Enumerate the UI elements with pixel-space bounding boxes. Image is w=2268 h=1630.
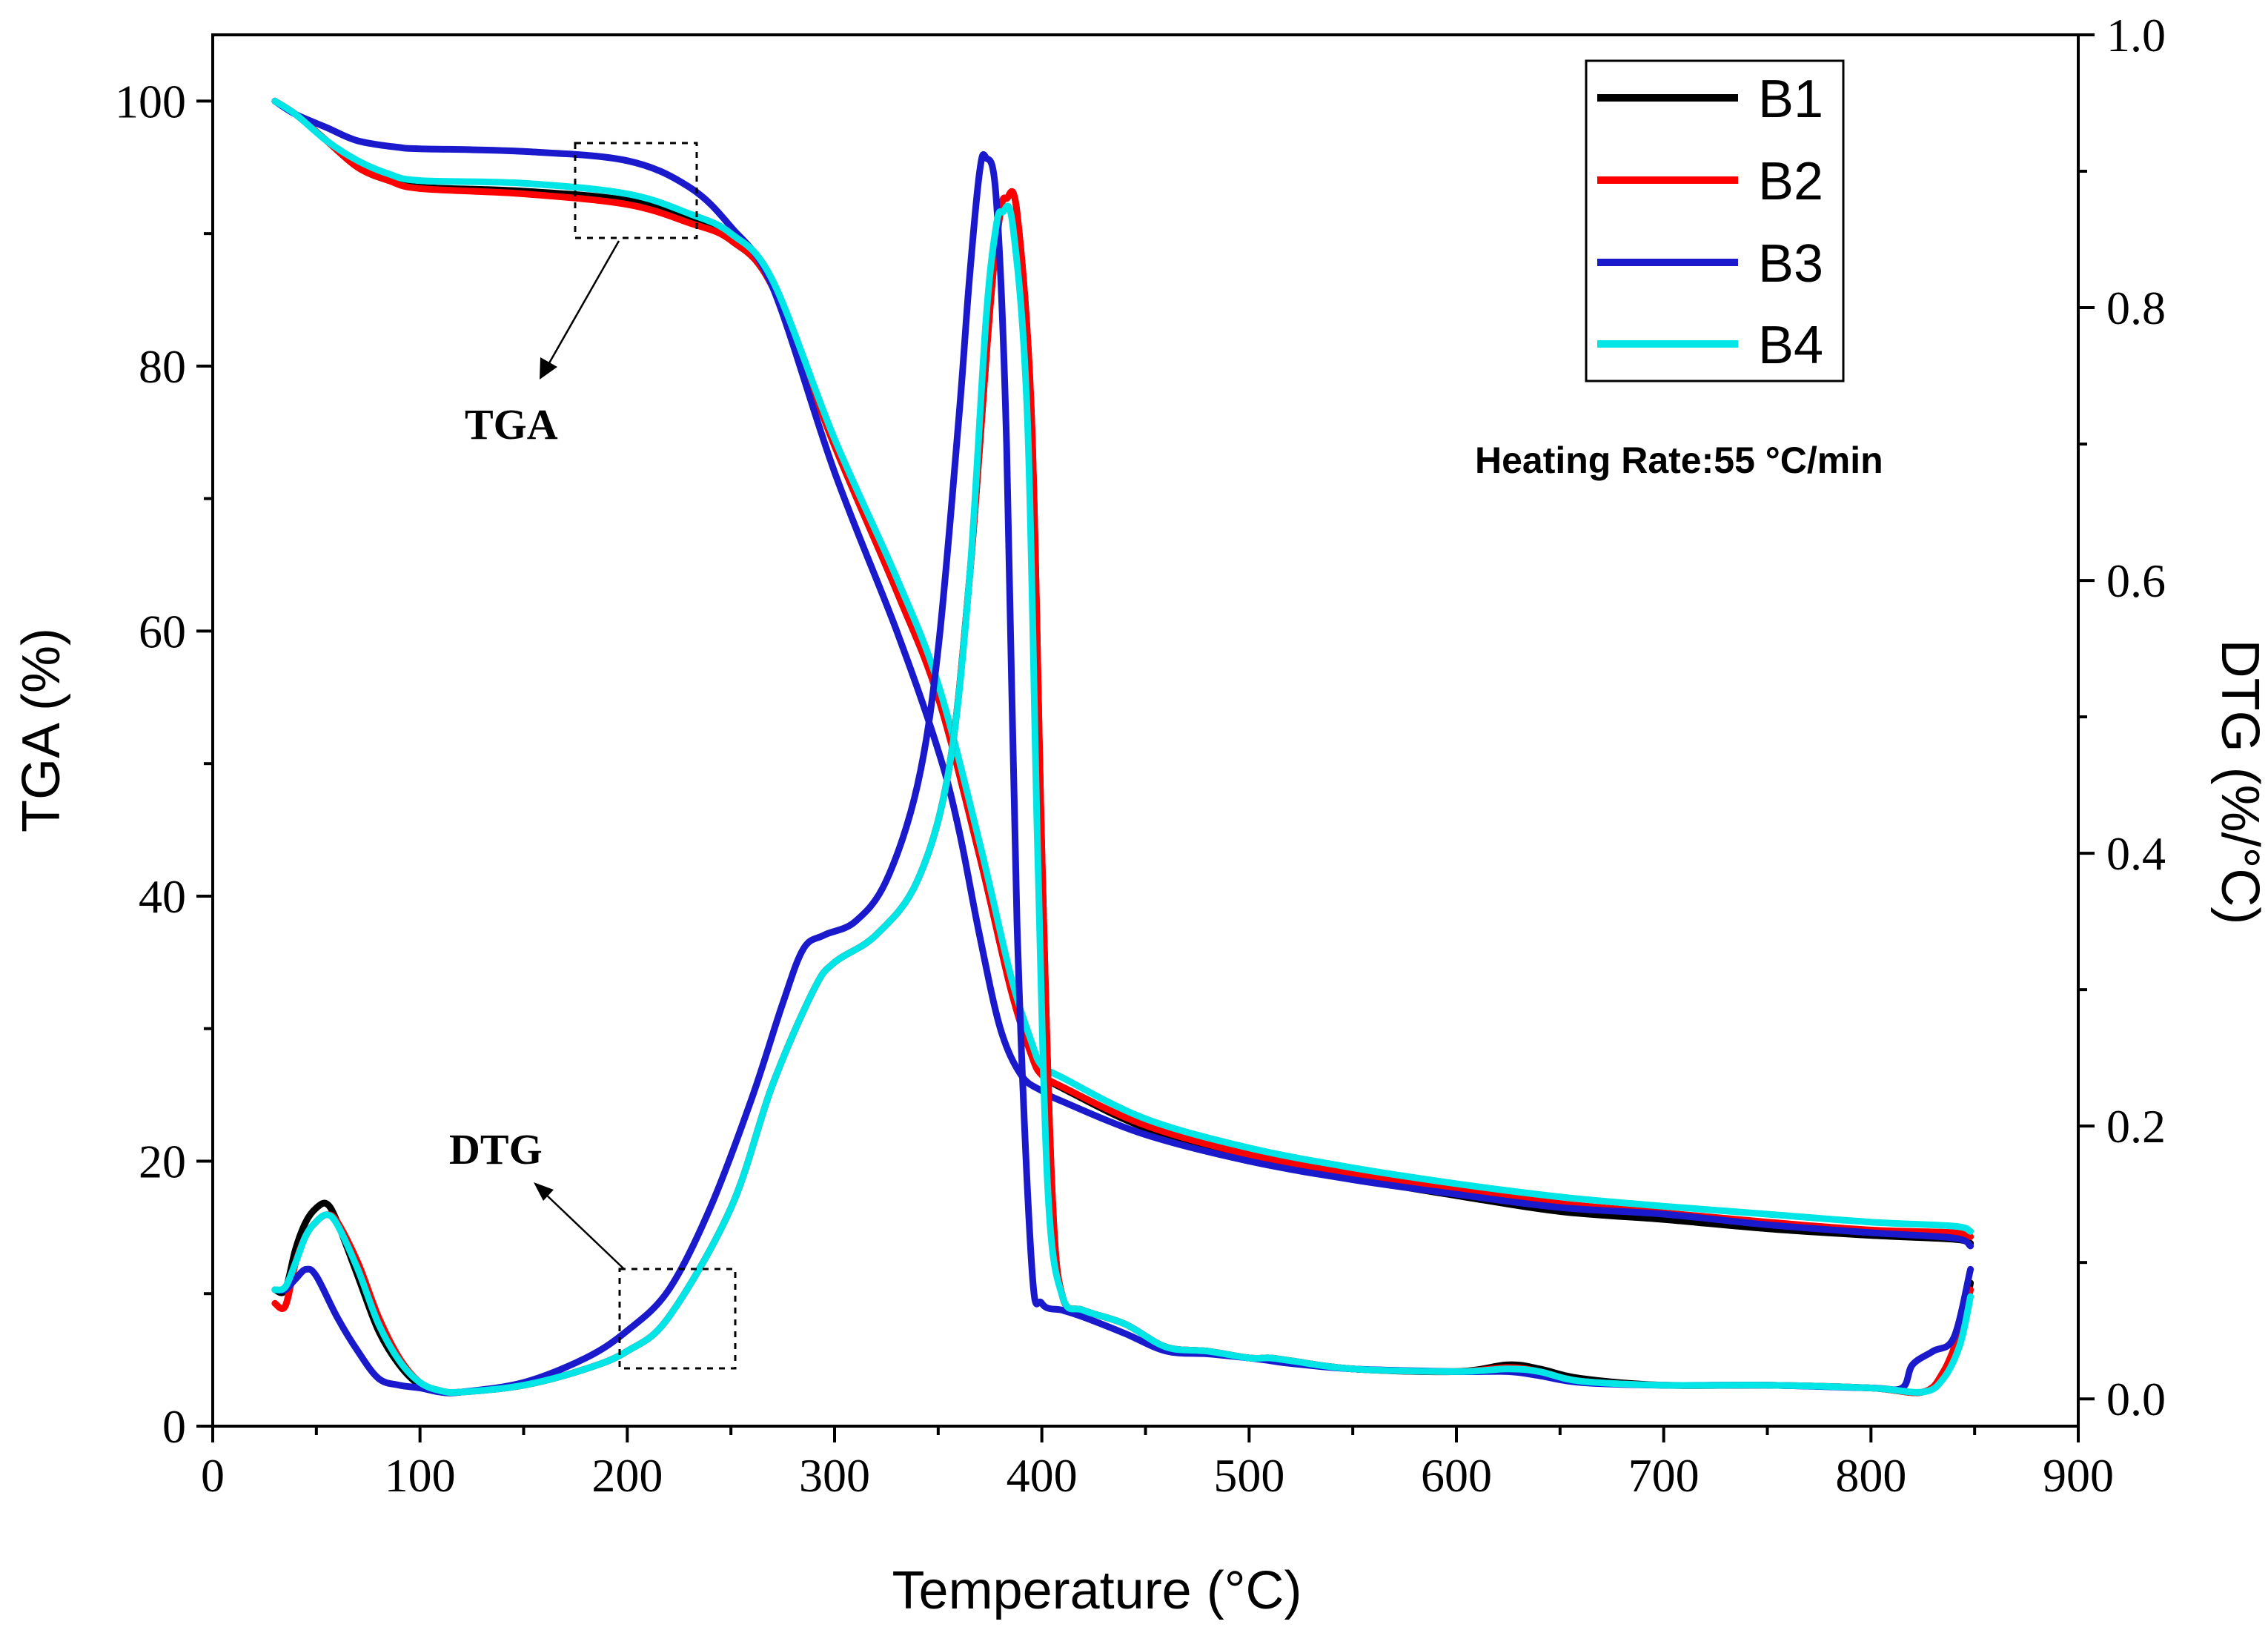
x-tick-label: 500 bbox=[1213, 1449, 1284, 1502]
tga-arrowhead bbox=[540, 357, 557, 380]
y2-tick-label: 0.2 bbox=[2106, 1100, 2166, 1153]
x-axis-title: Temperature (°C) bbox=[892, 1561, 1302, 1620]
tick-layer: 0 100 200 300 400 500 600 700 800 900 0 20 40 60 80 100… bbox=[115, 9, 2166, 1502]
tga-dashed-box bbox=[574, 142, 698, 239]
heating-rate-annotation: Heating Rate:55 °C/min bbox=[1475, 440, 1883, 481]
dtg-dashed-box bbox=[618, 1268, 737, 1370]
y-tick-label: 80 bbox=[139, 340, 186, 393]
series-layer bbox=[271, 97, 1974, 1397]
y-tick-label: 20 bbox=[139, 1135, 186, 1187]
legend-label-b2: B2 bbox=[1758, 152, 1823, 211]
y-axis-title: TGA (%) bbox=[12, 628, 71, 832]
y2-tick-label: 0.6 bbox=[2106, 554, 2166, 607]
x-tick-label: 100 bbox=[385, 1449, 456, 1502]
x-tick-label: 300 bbox=[799, 1449, 870, 1502]
legend-box bbox=[1585, 59, 1845, 382]
legend-label-b4: B4 bbox=[1758, 316, 1823, 375]
legend-label-b3: B3 bbox=[1758, 234, 1823, 294]
y-tick-label: 0 bbox=[162, 1400, 186, 1453]
series-b3-tga-line bbox=[271, 97, 1974, 1250]
y-tick-label: 100 bbox=[115, 75, 186, 127]
x-tick-label: 600 bbox=[1421, 1449, 1492, 1502]
x-tick-label: 900 bbox=[2043, 1449, 2114, 1502]
x-tick-label: 200 bbox=[591, 1449, 663, 1502]
tga-arrow bbox=[546, 240, 620, 368]
dtg-arrowhead bbox=[534, 1182, 554, 1201]
dtg-arrow bbox=[544, 1193, 625, 1270]
series-b4-dtg-line bbox=[271, 202, 1974, 1397]
y2-tick-label: 1.0 bbox=[2106, 9, 2166, 62]
y-tick-label: 40 bbox=[139, 870, 186, 923]
x-tick-label: 800 bbox=[1835, 1449, 1906, 1502]
legend: B1 B2 B3 B4 bbox=[1585, 59, 1845, 382]
dtg-annotation-label: DTG bbox=[449, 1125, 543, 1173]
x-tick-label: 700 bbox=[1628, 1449, 1700, 1502]
y2-tick-label: 0.4 bbox=[2106, 827, 2166, 880]
y2-axis-title: DTG (%/°C) bbox=[2210, 640, 2268, 925]
tga-annotation-label: TGA bbox=[465, 400, 558, 448]
y-tick-label: 60 bbox=[139, 605, 186, 657]
series-b4-tga-line bbox=[271, 97, 1974, 1235]
legend-label-b1: B1 bbox=[1758, 70, 1823, 129]
x-tick-label: 0 bbox=[201, 1449, 225, 1502]
x-tick-label: 400 bbox=[1007, 1449, 1078, 1502]
y2-tick-label: 0.0 bbox=[2106, 1373, 2166, 1425]
y2-tick-label: 0.8 bbox=[2106, 282, 2166, 334]
